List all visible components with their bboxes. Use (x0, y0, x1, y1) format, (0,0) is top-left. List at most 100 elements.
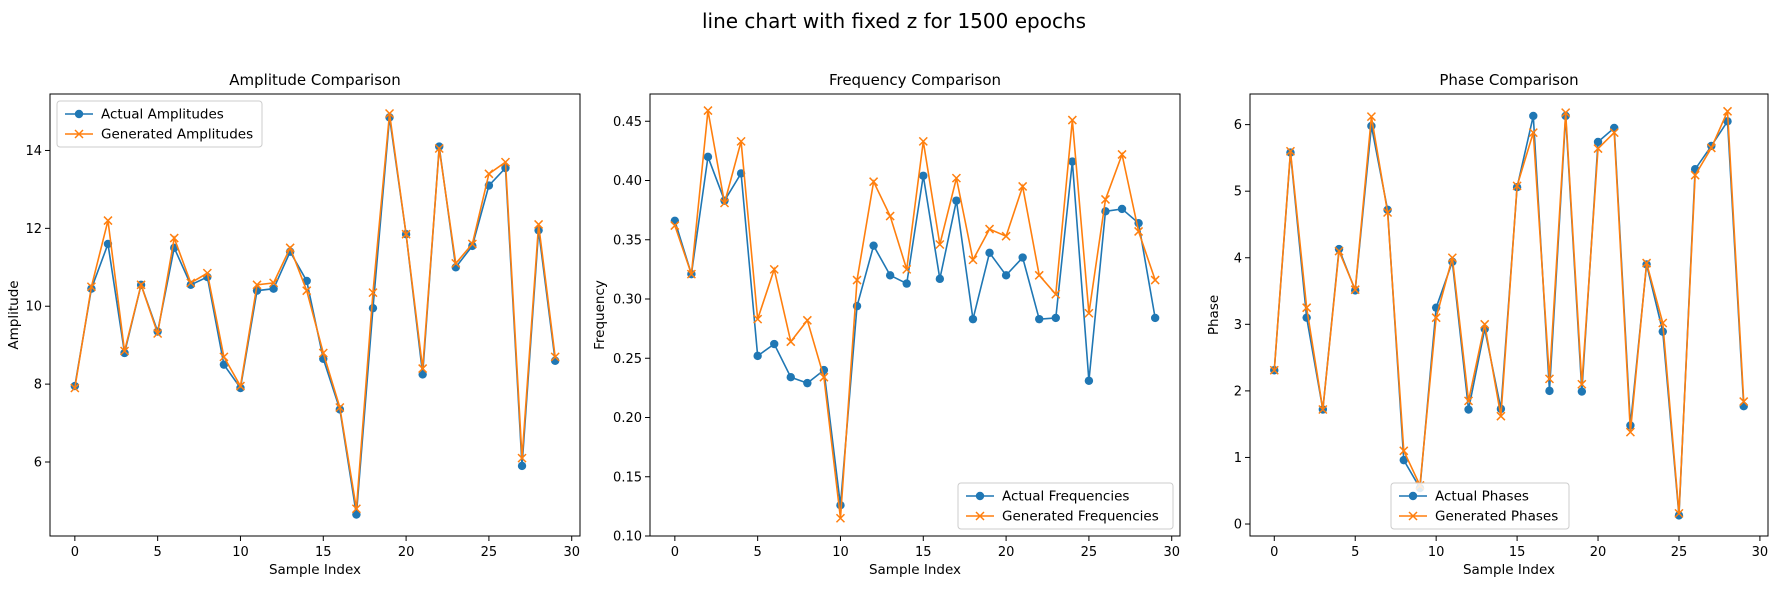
x-tick-label: 0 (671, 545, 679, 560)
marker-stroke (401, 229, 411, 239)
marker-stroke (103, 216, 113, 226)
series-line (74, 117, 556, 515)
marker-stroke (1561, 108, 1571, 118)
data-point (368, 303, 378, 313)
data-point (1051, 313, 1060, 323)
figure-title: line chart with fixed z for 1500 epochs (702, 9, 1086, 33)
data-point (550, 352, 560, 362)
data-point (500, 157, 510, 167)
data-point (1609, 128, 1619, 138)
marker-stroke (1150, 275, 1160, 285)
data-point (335, 402, 345, 413)
marker-stroke (120, 346, 130, 356)
data-point (869, 241, 878, 250)
y-tick-label: 3 (1234, 318, 1242, 333)
data-point (1399, 455, 1408, 465)
marker-stroke (869, 177, 879, 187)
legend-marker (975, 491, 985, 501)
y-tick-label: 0.35 (613, 233, 642, 248)
data-point (1431, 313, 1441, 323)
marker-stroke (500, 157, 510, 167)
data-point (1334, 244, 1344, 254)
marker-stroke (1496, 411, 1506, 421)
x-axis-label: Sample Index (269, 562, 361, 578)
data-point (1302, 313, 1311, 322)
data-point (169, 233, 179, 243)
marker-stroke (885, 211, 895, 221)
marker-stroke (1658, 318, 1668, 328)
data-point (1117, 149, 1127, 159)
data-point (434, 143, 444, 154)
x-axis-label: Sample Index (869, 562, 961, 578)
data-point (451, 258, 461, 268)
data-point (1544, 374, 1554, 384)
data-point (770, 339, 779, 349)
y-axis-label: Phase (1206, 295, 1222, 335)
marker-stroke (1512, 181, 1522, 191)
data-point (1067, 115, 1077, 125)
marker-stroke (819, 372, 829, 382)
y-tick-label: 4 (1234, 251, 1242, 266)
marker-stroke (1100, 194, 1110, 204)
data-point (1018, 181, 1028, 191)
data-point (468, 241, 477, 251)
data-point (1134, 226, 1144, 236)
x-tick-label: 20 (1590, 545, 1607, 560)
y-tick-label: 0.25 (613, 352, 642, 367)
marker-stroke (985, 224, 995, 234)
legend: Actual Frequencies Generated Frequencies (957, 482, 1174, 530)
marker-stroke (550, 352, 560, 362)
data-point (786, 337, 796, 347)
data-point (835, 513, 845, 523)
data-point (285, 243, 295, 253)
y-axis-label: Amplitude (6, 280, 22, 349)
y-tick-label: 12 (25, 222, 42, 237)
marker-stroke (968, 255, 978, 265)
legend-label: Actual Frequencies (1002, 489, 1129, 505)
x-tick-label: 25 (1081, 545, 1098, 560)
x-tick-label: 10 (232, 545, 249, 560)
data-point (1528, 128, 1538, 138)
data-point (1561, 108, 1571, 118)
x-tick-label: 5 (154, 545, 162, 560)
marker-stroke (1285, 146, 1295, 156)
data-point (1480, 319, 1490, 329)
x-tick-label: 25 (481, 545, 498, 560)
data-point (1150, 313, 1160, 323)
data-point (803, 378, 812, 388)
data-point (1723, 106, 1733, 116)
marker-stroke (219, 352, 229, 362)
x-tick-label: 10 (832, 545, 849, 560)
legend-marker (975, 511, 985, 521)
data-point (1625, 427, 1635, 437)
data-point (786, 373, 795, 382)
y-tick-label: 0 (1234, 518, 1242, 533)
legend-label: Generated Phases (1435, 509, 1558, 525)
data-point (1034, 270, 1044, 280)
marker-stroke (285, 243, 295, 253)
x-tick-label: 15 (915, 545, 932, 560)
marker-stroke (1334, 246, 1344, 256)
data-point (219, 352, 229, 362)
marker-stroke (351, 504, 361, 514)
marker-stroke (1302, 303, 1312, 313)
marker-stroke (1350, 285, 1360, 295)
data-point (951, 173, 961, 183)
data-point (802, 315, 812, 325)
x-tick-label: 10 (1428, 545, 1445, 560)
data-point (120, 348, 129, 358)
legend-marker (74, 129, 84, 139)
marker-stroke (302, 286, 312, 296)
marker-stroke (318, 348, 328, 358)
series-line (1273, 110, 1745, 514)
data-point (1529, 111, 1538, 121)
legend-label: Generated Frequencies (1002, 509, 1159, 525)
marker-stroke (418, 364, 428, 374)
series-line (674, 110, 1156, 519)
marker-stroke (1001, 231, 1011, 241)
marker-stroke (269, 278, 279, 288)
data-point (753, 314, 763, 324)
data-point (103, 216, 113, 226)
data-point (935, 274, 945, 284)
marker-stroke (1690, 170, 1700, 180)
